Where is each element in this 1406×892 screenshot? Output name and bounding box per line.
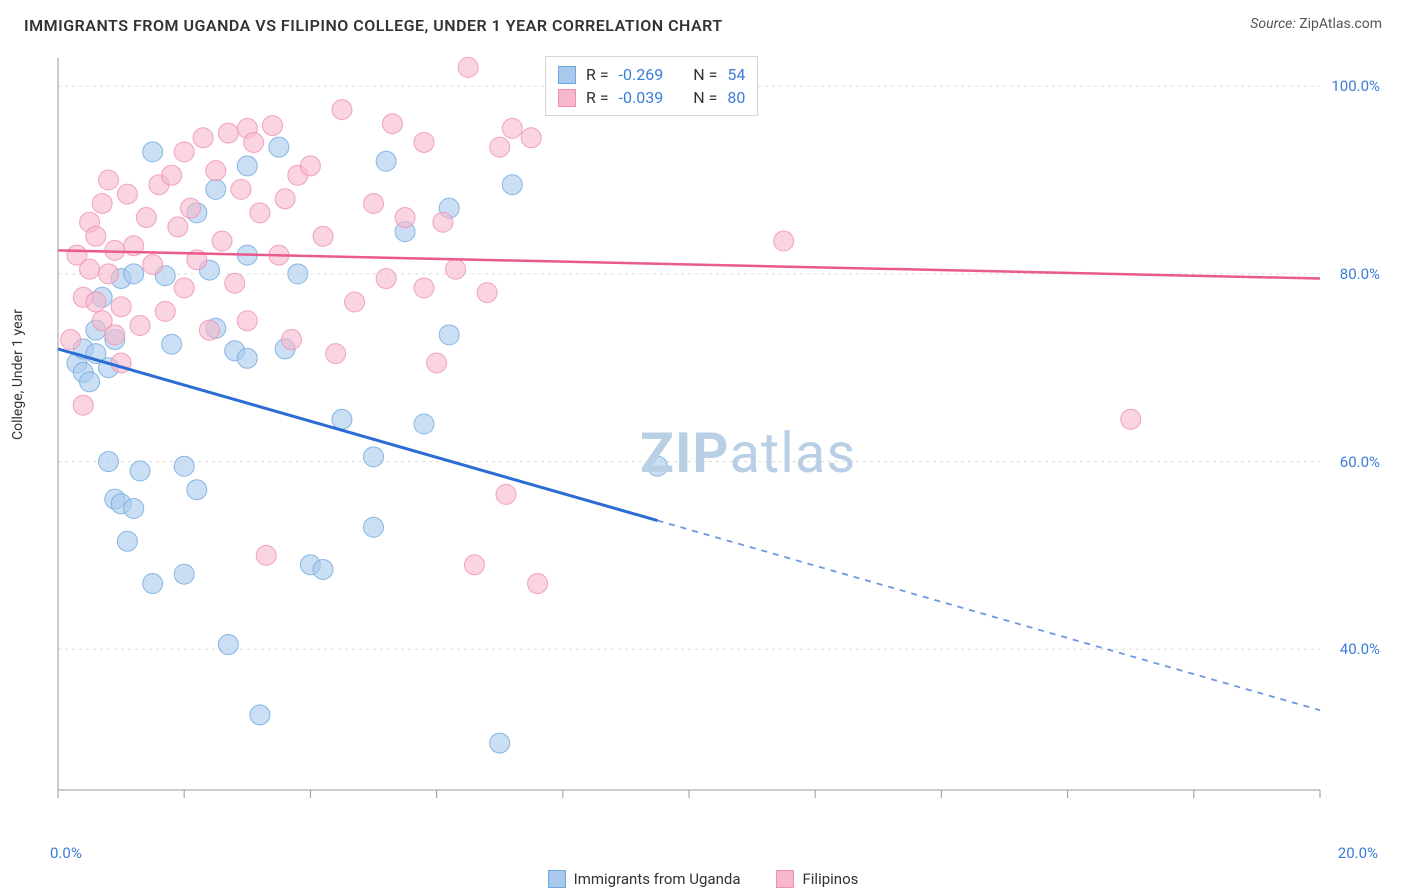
chart-area xyxy=(50,50,1380,820)
stat-r-label: R = xyxy=(586,65,609,84)
y-tick-label: 60.0% xyxy=(1340,453,1380,471)
legend-swatch-uganda xyxy=(548,870,566,888)
y-tick-label: 40.0% xyxy=(1340,640,1380,658)
source-label: Source: xyxy=(1250,16,1295,32)
stat-n-value: 80 xyxy=(727,88,745,107)
chart-title: IMMIGRANTS FROM UGANDA VS FILIPINO COLLE… xyxy=(24,16,723,35)
source-attribution: Source: ZipAtlas.com xyxy=(1250,16,1382,32)
legend: Immigrants from Uganda Filipinos xyxy=(0,870,1406,888)
legend-swatch-filipinos xyxy=(776,870,794,888)
y-tick-label: 80.0% xyxy=(1340,265,1380,283)
stats-row: R = -0.039 N = 80 xyxy=(558,86,745,109)
x-axis-label-max: 20.0% xyxy=(1338,844,1378,862)
y-axis-label: College, Under 1 year xyxy=(10,309,26,440)
legend-label-filipinos: Filipinos xyxy=(802,870,858,888)
correlation-stats-box: R = -0.269 N = 54 R = -0.039 N = 80 xyxy=(545,56,758,116)
stats-row: R = -0.269 N = 54 xyxy=(558,63,745,86)
y-tick-label: 100.0% xyxy=(1331,77,1380,95)
x-axis-label-min: 0.0% xyxy=(50,844,82,862)
stat-n-label: N = xyxy=(693,88,717,107)
stat-n-label: N = xyxy=(693,65,717,84)
legend-item-uganda: Immigrants from Uganda xyxy=(548,870,741,888)
stat-r-value: -0.039 xyxy=(619,88,664,107)
legend-label-uganda: Immigrants from Uganda xyxy=(574,870,741,888)
source-value: ZipAtlas.com xyxy=(1299,16,1382,32)
scatter-chart-svg xyxy=(50,50,1380,820)
stat-r-value: -0.269 xyxy=(619,65,664,84)
legend-item-filipinos: Filipinos xyxy=(776,870,858,888)
stat-r-label: R = xyxy=(586,88,609,107)
stats-swatch xyxy=(558,89,576,107)
stats-swatch xyxy=(558,66,576,84)
stat-n-value: 54 xyxy=(727,65,745,84)
